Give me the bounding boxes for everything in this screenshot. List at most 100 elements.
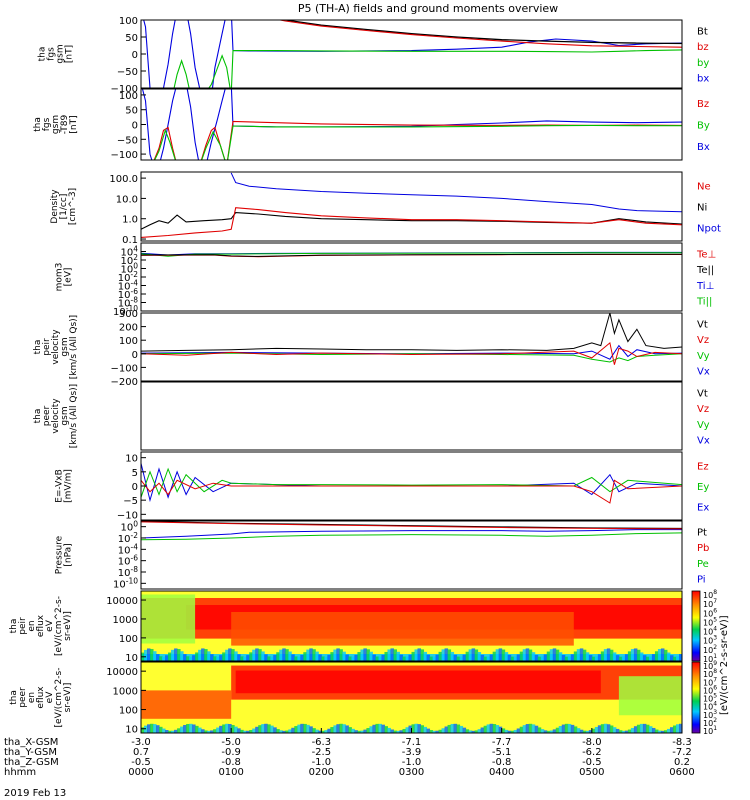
y-tick-label: 102 — [120, 253, 138, 267]
series-line-ni — [141, 212, 682, 230]
x-tick-label: -0.5 — [582, 757, 602, 768]
flux-cell — [327, 654, 331, 661]
flux-cell — [639, 652, 644, 661]
flux-cell — [306, 724, 310, 733]
flux-cell — [444, 726, 449, 733]
legend-label: Te⊥ — [696, 249, 716, 260]
y-tick-label: 50 — [125, 33, 138, 44]
y-tick-label: −200 — [111, 377, 138, 388]
flux-cell — [213, 656, 217, 661]
y-axis-label-line: [nT] — [65, 45, 75, 63]
flux-cell — [327, 728, 331, 733]
axis-row-label: hhmm — [4, 767, 36, 778]
colorbar-tick-label: 104 — [703, 701, 717, 712]
flux-cell — [615, 655, 620, 661]
y-tick-label: 10000 — [106, 667, 138, 678]
series-line-ez — [141, 479, 682, 504]
y-tick-label: 10-2 — [118, 531, 138, 545]
flux-cell — [540, 656, 545, 661]
y-axis-label-line: velocity — [51, 398, 61, 434]
flux-cell — [291, 727, 295, 733]
flux-cell — [603, 649, 608, 661]
y-tick-label: −100 — [111, 150, 138, 161]
panel-fgs: 100 50 0 −50 −100 tha fgs gsm [nT] Bt bz by bx — [38, 16, 710, 95]
panel-frame — [140, 312, 683, 382]
legend-label: Vx — [697, 367, 710, 378]
series-line-pb — [141, 521, 682, 530]
flux-cell — [408, 725, 412, 733]
flux-cell — [318, 654, 322, 661]
flux-cell — [369, 726, 373, 733]
flux-cell — [450, 723, 455, 733]
flux-cell — [147, 648, 151, 661]
flux-cell — [246, 730, 250, 733]
y-axis-label: tha fgs gsm [nT] — [38, 44, 75, 63]
flux-cell — [423, 726, 428, 733]
flux-cell — [348, 727, 352, 733]
flux-cell — [600, 651, 605, 661]
flux-cell — [552, 648, 557, 661]
series-line-pt — [141, 521, 682, 529]
x-tick-label: -0.5 — [131, 757, 151, 768]
colorbar — [691, 590, 701, 662]
flux-cell — [387, 649, 391, 661]
flux-cell — [480, 654, 485, 661]
flux-cell — [564, 656, 569, 661]
flux-cell — [303, 723, 307, 733]
y-tick-label: −50 — [117, 135, 138, 146]
flux-cell — [669, 727, 674, 733]
flux-cell — [453, 654, 458, 661]
flux-cell — [438, 651, 443, 661]
flux-cell — [312, 649, 316, 661]
flux-cell — [207, 730, 211, 733]
flux-cell — [537, 727, 542, 733]
flux-cell — [639, 723, 644, 733]
flux-cell — [405, 727, 409, 733]
legend-label: Vy — [697, 351, 710, 362]
x-tick-label: -0.8 — [221, 757, 241, 768]
flux-cell — [345, 725, 349, 733]
series-line-pi — [141, 529, 682, 539]
flux-cell — [198, 649, 202, 661]
flux-cell — [246, 655, 250, 661]
flux-cell — [636, 649, 641, 661]
flux-cell — [429, 656, 434, 661]
flux-cell — [165, 730, 169, 733]
flux-cell — [591, 728, 596, 733]
flux-cell — [264, 723, 268, 733]
flux-cell — [471, 730, 476, 733]
colorbar-tick-label: 108 — [703, 668, 717, 679]
y-axis-label-line: peer — [42, 405, 52, 426]
flux-cell — [420, 725, 425, 733]
x-tick-label: -5.0 — [221, 737, 241, 748]
y-axis-label-line: fgs — [42, 117, 52, 131]
y-axis-label-line: [km/s (All Qs)] — [69, 315, 79, 379]
flux-cell — [336, 648, 340, 661]
flux-cell — [621, 730, 626, 733]
series-line-ex — [141, 463, 682, 503]
flux-cell — [501, 728, 506, 733]
flux-cell — [384, 651, 388, 661]
flux-cell — [402, 656, 406, 661]
flux-cell — [618, 730, 623, 733]
y-axis-label-line: [1/cc] — [59, 194, 69, 220]
flux-cell — [678, 654, 682, 661]
x-tick-label: 0000 — [128, 767, 153, 778]
flux-cell — [258, 725, 262, 733]
flux-cell — [219, 725, 223, 733]
flux-cell — [588, 655, 593, 661]
flux-cell — [573, 651, 578, 661]
colorbar-tick-label: 108 — [703, 589, 717, 600]
x-tick-label: -8.3 — [672, 737, 692, 748]
x-tick-label: 0.2 — [674, 757, 690, 768]
y-axis-label-line: [nT] — [69, 115, 79, 133]
spectrogram-peir: 10000 1000 100 10 tha peir en eflux eV [eV/(cm^2-… — [9, 589, 717, 664]
y-axis-label: tha peer velocity gsm [km/s (All Qs)] — [33, 384, 79, 448]
flux-cell — [375, 723, 379, 733]
flux-cell — [426, 728, 431, 733]
x-tick-label: 0.7 — [133, 747, 149, 758]
flux-cell — [180, 726, 184, 733]
colorbar-tick-label: 105 — [703, 693, 717, 704]
flux-cell — [333, 649, 337, 661]
flux-cell — [489, 654, 494, 661]
